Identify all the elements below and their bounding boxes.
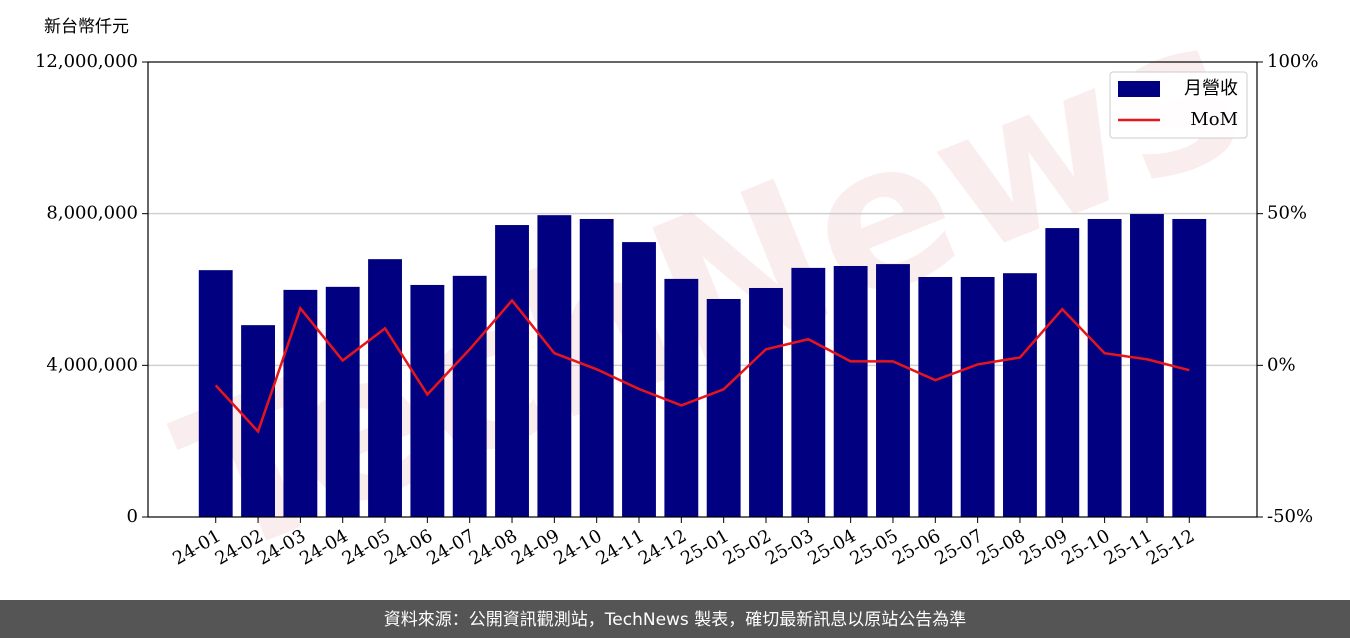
bar — [749, 287, 783, 517]
y2-tick-label: 100% — [1267, 51, 1318, 72]
x-tick-label: 25-12 — [1143, 525, 1198, 569]
bar — [241, 325, 275, 517]
bar — [1003, 273, 1037, 517]
bar — [495, 225, 529, 517]
bar — [791, 267, 826, 517]
y2-tick-label: -50% — [1267, 506, 1313, 527]
y-tick-label: 12,000,000 — [35, 51, 138, 72]
bar — [622, 242, 656, 517]
plot-frame — [147, 61, 1258, 518]
footer-bar — [0, 600, 1350, 638]
bar — [452, 275, 487, 517]
bar — [1087, 218, 1122, 517]
bar — [706, 298, 741, 517]
mom-line — [214, 298, 1190, 434]
y2-tick-label: 0% — [1267, 354, 1296, 375]
y-tick-label: 4,000,000 — [46, 354, 138, 375]
bar — [410, 284, 445, 517]
bar — [1045, 228, 1080, 517]
y-axis-unit: 新台幣仟元 — [44, 17, 129, 37]
legend-swatch — [1118, 81, 1160, 97]
bar — [198, 270, 233, 517]
bar — [918, 276, 953, 517]
bar — [325, 286, 360, 517]
legend-label: 月營收 — [1184, 78, 1238, 99]
bar — [283, 289, 318, 517]
bar — [537, 215, 572, 517]
bar — [876, 264, 910, 517]
bar — [833, 265, 868, 517]
bar — [368, 259, 402, 517]
footer-text: 資料來源：公開資訊觀測站，TechNews 製表，確切最新訊息以原站公告為準 — [384, 610, 966, 630]
bar — [664, 278, 699, 517]
y2-tick-label: 50% — [1267, 203, 1307, 224]
legend-label: MoM — [1190, 109, 1238, 130]
bar — [1130, 214, 1164, 517]
y-tick-label: 8,000,000 — [46, 203, 138, 224]
bar — [960, 276, 995, 517]
y-tick-label: 0 — [127, 506, 138, 527]
